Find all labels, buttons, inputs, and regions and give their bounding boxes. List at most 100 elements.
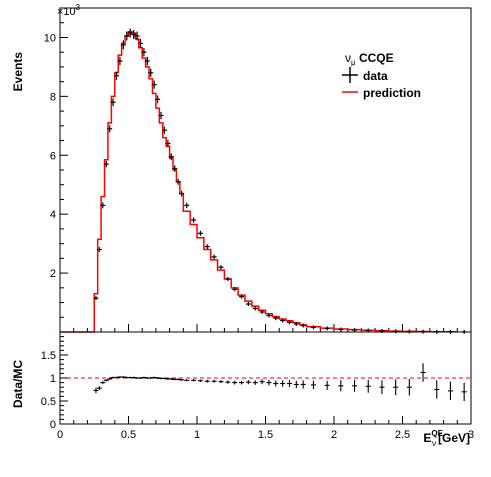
- ratio-point: [211, 379, 217, 383]
- ratio-point: [259, 379, 265, 385]
- data-point: [179, 190, 185, 197]
- data-point: [245, 302, 251, 307]
- ratio-point: [218, 380, 224, 384]
- data-point: [110, 98, 116, 107]
- data-point: [151, 80, 157, 89]
- data-point: [338, 327, 344, 332]
- ratio-point: [447, 381, 453, 401]
- energy-axis-sup: QE: [431, 429, 443, 438]
- ratio-point: [310, 380, 316, 390]
- data-point: [120, 40, 126, 50]
- ratio-tick-label: 1.5: [41, 350, 56, 362]
- ratio-point: [239, 380, 245, 385]
- energy-tick-label: 3: [468, 429, 474, 441]
- data-point: [124, 31, 130, 41]
- ratio-point: [324, 380, 330, 390]
- data-point: [286, 320, 292, 325]
- ratio-tick-label: 1: [50, 373, 56, 385]
- spectrum-x-ticks: [59, 324, 472, 332]
- data-point: [191, 217, 197, 223]
- data-point: [324, 326, 330, 331]
- ratio-point: [338, 380, 344, 392]
- ratio-x-ticks: 0 0.5 1 1.5 2 2.5 3: [57, 416, 474, 441]
- data-point: [218, 265, 224, 270]
- data-point: [352, 328, 358, 333]
- ratio-point: [352, 379, 358, 392]
- legend-process-nu: ν: [345, 51, 351, 65]
- ratio-point: [96, 386, 102, 390]
- ratio-tick-label: 0.5: [41, 396, 56, 408]
- ratio-point: [461, 382, 467, 401]
- spectrum-frame: [59, 7, 472, 333]
- data-point: [141, 48, 147, 57]
- data-point: [131, 30, 137, 39]
- data-point: [280, 318, 286, 323]
- spectrum-y-ticks: 2 4 6 8 10: [44, 22, 68, 318]
- data-point: [300, 323, 306, 328]
- energy-tick-label: 1: [194, 429, 200, 441]
- data-point: [134, 31, 140, 41]
- legend: νμ CCQE data prediction: [342, 51, 421, 100]
- data-point: [107, 125, 113, 133]
- data-point: [158, 111, 164, 120]
- data-point: [252, 306, 258, 311]
- ratio-point: [266, 379, 272, 386]
- data-point: [172, 165, 178, 172]
- data-point: [273, 316, 279, 321]
- data-point: [168, 153, 174, 160]
- data-point: [225, 276, 231, 281]
- events-tick-label: 8: [50, 91, 56, 103]
- ratio-point: [393, 379, 399, 396]
- data-point: [96, 247, 102, 252]
- energy-tick-label: 1.5: [258, 429, 273, 441]
- data-point: [165, 140, 171, 147]
- ratio-point: [184, 379, 190, 382]
- ratio-point: [379, 380, 385, 395]
- ratio-point: [197, 379, 203, 382]
- ratio-point: [293, 380, 299, 389]
- data-point: [393, 329, 399, 334]
- legend-process-name: CCQE: [356, 51, 394, 65]
- ratio-point: [232, 380, 238, 385]
- data-point: [137, 38, 143, 48]
- ratio-point: [100, 381, 106, 384]
- data-point: [204, 244, 210, 249]
- data-point: [197, 230, 203, 236]
- ratio-point: [280, 380, 286, 387]
- data-point: [161, 126, 167, 134]
- data-point: [117, 56, 123, 66]
- ratio-axis-label: Data/MC: [11, 360, 25, 408]
- ratio-point: [434, 380, 440, 399]
- events-tick-label: 6: [50, 150, 56, 162]
- data-point: [259, 309, 265, 314]
- ratio-point: [252, 380, 258, 385]
- ratio-point: [273, 380, 279, 387]
- energy-axis-unit: [GeV]: [438, 431, 470, 445]
- energy-tick-label: 2.5: [395, 429, 410, 441]
- legend-data-label: data: [363, 69, 388, 83]
- data-point: [114, 71, 120, 80]
- ratio-point: [191, 379, 197, 382]
- data-point: [175, 178, 181, 185]
- spectrum-panel: 2 4 6 8 10 Events ×103 νμ CCQE data predicti…: [11, 3, 472, 334]
- data-point: [144, 56, 150, 66]
- data-point: [232, 287, 238, 292]
- data-point: [239, 294, 245, 299]
- events-axis-label: Events: [11, 52, 25, 92]
- data-point: [293, 322, 299, 327]
- events-tick-label: 10: [44, 32, 56, 44]
- legend-data-marker: [342, 67, 358, 83]
- ratio-point: [204, 379, 210, 383]
- data-points: [93, 28, 467, 334]
- data-point: [103, 160, 109, 168]
- data-point: [310, 325, 316, 330]
- legend-process: νμ CCQE: [345, 51, 394, 67]
- ratio-point: [300, 380, 306, 389]
- legend-prediction-label: prediction: [363, 86, 421, 100]
- ratio-point: [420, 363, 426, 382]
- energy-tick-label: 0: [57, 429, 63, 441]
- data-point: [127, 28, 133, 38]
- data-point: [100, 202, 106, 209]
- data-point: [211, 254, 217, 260]
- data-point: [184, 202, 190, 208]
